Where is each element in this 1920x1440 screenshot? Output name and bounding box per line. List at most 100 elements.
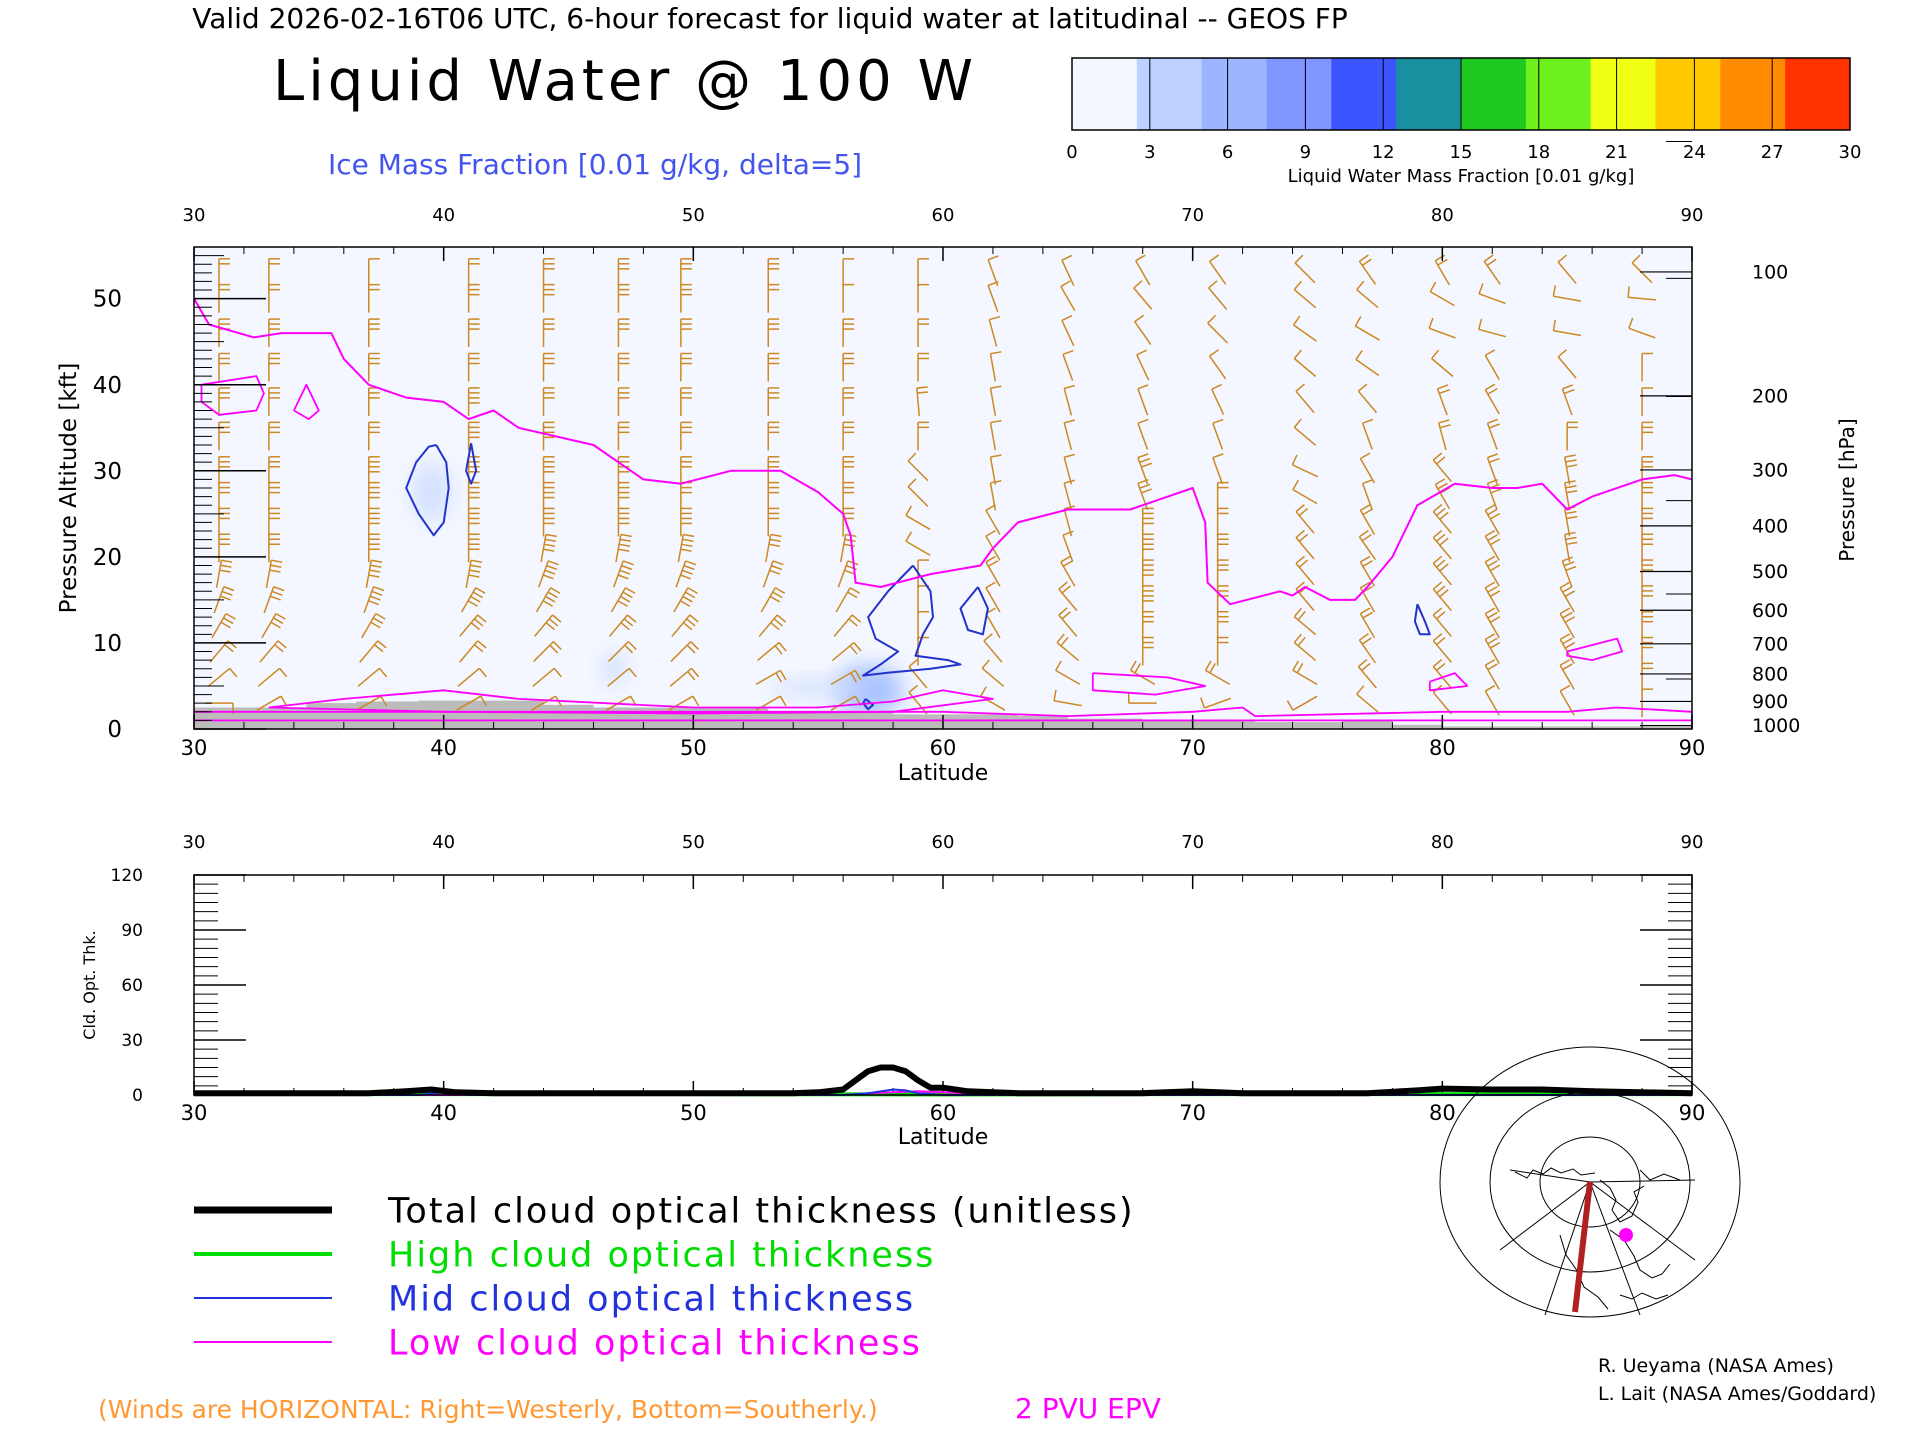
pressure-tick-label: 500 xyxy=(1752,561,1788,583)
colorbar-tick-label: 0 xyxy=(1066,142,1077,163)
colorbar-title: Liquid Water Mass Fraction [0.01 g/kg] xyxy=(1288,166,1635,187)
wind-barb xyxy=(617,283,630,313)
lower-x-tick-label-bottom: 40 xyxy=(430,1101,457,1125)
wind-barb xyxy=(917,610,930,640)
wind-barb xyxy=(1292,660,1318,686)
wind-barb xyxy=(1561,556,1577,588)
wind-barb xyxy=(1432,633,1452,663)
pv-2pvu-line xyxy=(194,298,1692,606)
wind-barb xyxy=(767,481,780,511)
wind-barb xyxy=(1559,581,1576,613)
lower-y-tick-label: 120 xyxy=(111,866,143,886)
pressure-tick-label: 700 xyxy=(1752,633,1788,655)
main-title: Liquid Water @ 100 W xyxy=(273,49,977,114)
pressure-tick-label: 100 xyxy=(1752,262,1788,284)
wind-barb xyxy=(831,641,862,662)
valid-time-line: Valid 2026-02-16T06 UTC, 6-hour forecast… xyxy=(192,2,1348,35)
ice-contour xyxy=(862,564,962,677)
credit-ames: R. Ueyama (NASA Ames) xyxy=(1598,1355,1834,1377)
wind-barb xyxy=(842,352,855,382)
wind-barb xyxy=(1627,286,1657,301)
wind-barb xyxy=(1294,254,1316,284)
wind-barb xyxy=(1486,478,1502,511)
pressure-tick-label: 600 xyxy=(1752,600,1788,622)
wind-barb xyxy=(842,456,855,485)
colorbar-cell xyxy=(1590,58,1656,130)
wind-barb xyxy=(1484,607,1501,639)
wind-barb xyxy=(1061,254,1075,286)
wind-barb xyxy=(1200,697,1232,709)
wind-barb xyxy=(1628,317,1656,339)
wind-barb xyxy=(1484,659,1500,690)
wind-barb xyxy=(607,667,637,687)
wind-barb xyxy=(905,505,931,531)
lower-y-tick-label: 30 xyxy=(121,1031,143,1051)
ice-contour xyxy=(959,586,989,636)
wind-barb xyxy=(1432,581,1452,612)
wind-barb xyxy=(361,612,386,639)
wind-barb xyxy=(987,255,999,287)
wind-barb xyxy=(1429,281,1455,307)
wind-barb xyxy=(758,614,787,637)
wind-barb xyxy=(268,258,280,287)
wind-barb xyxy=(1557,349,1577,379)
wind-barb xyxy=(1355,350,1380,377)
wind-barb xyxy=(368,456,380,485)
lower-x-tick-label-top: 80 xyxy=(1431,832,1454,853)
pressure-tick-label: 1000 xyxy=(1752,715,1800,737)
wind-barb xyxy=(1295,383,1315,414)
colorbar-tick-label: 12 xyxy=(1372,142,1395,163)
wind-barb xyxy=(1211,383,1225,415)
wind-barb xyxy=(1486,418,1500,450)
wind-barb xyxy=(1135,254,1151,286)
wind-barb xyxy=(1641,352,1654,382)
wind-barb xyxy=(1563,454,1578,485)
wind-barb xyxy=(1478,283,1506,305)
wind-barb xyxy=(211,612,236,639)
wind-barb xyxy=(1212,418,1224,450)
wind-barb xyxy=(767,258,780,287)
colorbar-tick-label: 9 xyxy=(1300,142,1311,163)
wind-barb xyxy=(465,559,483,588)
y-tick-label: 0 xyxy=(107,717,122,743)
wind-barb xyxy=(1293,418,1317,446)
wind-barb xyxy=(1432,452,1452,482)
lower-x-tick-label-bottom: 60 xyxy=(930,1101,957,1125)
wind-barb xyxy=(459,640,487,663)
pressure-axis-label: Pressure [hPa] xyxy=(1835,418,1859,561)
wind-barb xyxy=(1557,254,1577,285)
lower-x-tick-label-top: 30 xyxy=(183,832,206,853)
wind-barb xyxy=(617,387,630,416)
x-tick-label-top: 70 xyxy=(1181,205,1204,226)
wind-barb xyxy=(917,352,930,382)
wind-barb xyxy=(617,352,630,382)
wind-barb xyxy=(680,481,692,511)
wind-barb xyxy=(365,559,383,588)
lower-x-tick-label-bottom: 30 xyxy=(181,1101,208,1125)
wind-barb xyxy=(760,587,786,613)
wind-barb xyxy=(533,614,562,637)
wind-barb xyxy=(467,387,480,416)
wind-barb xyxy=(1484,349,1500,380)
wind-barb xyxy=(1141,610,1154,640)
wind-barb xyxy=(1129,660,1156,686)
wind-barb xyxy=(1559,607,1576,639)
wind-barb xyxy=(259,640,287,663)
wind-barb xyxy=(1212,453,1224,485)
wind-barb xyxy=(757,641,787,662)
x-tick-label-bottom: 60 xyxy=(930,736,957,760)
series-line-total xyxy=(194,1064,1693,1097)
colorbar-tick-label: 18 xyxy=(1527,142,1550,163)
y-tick-label: 50 xyxy=(93,287,122,313)
wind-barb xyxy=(1641,610,1654,640)
ice-mass-label: Ice Mass Fraction [0.01 g/kg, delta=5] xyxy=(328,148,862,181)
wind-barb xyxy=(1359,504,1376,535)
wind-barb xyxy=(1641,421,1654,451)
wind-barb xyxy=(905,531,931,556)
wind-barb xyxy=(467,507,480,537)
wind-barb xyxy=(1133,280,1153,310)
wind-barb xyxy=(356,695,388,711)
wind-barb xyxy=(842,387,855,416)
lower-x-tick-label-bottom: 50 xyxy=(680,1101,707,1125)
wind-barb xyxy=(1295,504,1315,534)
